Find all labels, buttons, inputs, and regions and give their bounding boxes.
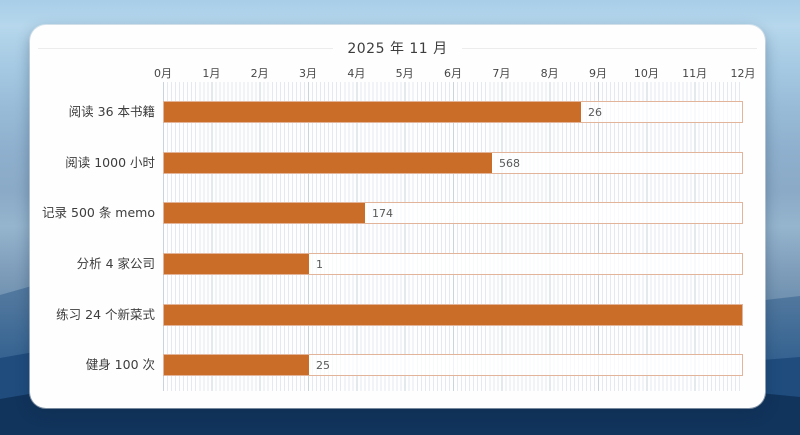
bar-track xyxy=(163,304,743,326)
category-label: 练习 24 个新菜式 xyxy=(56,307,155,322)
chart-panel: 2025 年 11 月 0月 1月 2月 3月 4月 5月 6月 7月 8月 9月 10月 11月 12… xyxy=(30,25,765,408)
bar-track: 174 xyxy=(163,202,743,224)
bar-value-label: 25 xyxy=(316,358,330,372)
title-divider-right xyxy=(461,47,758,49)
bar-track: 26 xyxy=(163,101,743,123)
category-label: 阅读 36 本书籍 xyxy=(68,104,155,119)
x-tick-label: 1月 xyxy=(202,67,221,80)
category-label: 健身 100 次 xyxy=(85,357,155,372)
bar-value-label: 1 xyxy=(316,257,323,271)
bar-fill xyxy=(164,203,365,223)
bar-track: 1 xyxy=(163,253,743,275)
bar-fill xyxy=(164,254,309,274)
chart-title: 2025 年 11 月 xyxy=(347,41,448,57)
title-divider-left xyxy=(38,47,334,49)
x-tick-label: 3月 xyxy=(299,67,317,80)
bar-value-label: 568 xyxy=(499,156,520,170)
x-tick-label: 9月 xyxy=(589,67,607,80)
x-tick-label: 2月 xyxy=(250,67,269,80)
x-tick-label: 10月 xyxy=(633,67,659,80)
bar-value-label: 174 xyxy=(372,206,393,220)
x-tick-label: 4月 xyxy=(347,67,366,80)
bar-fill xyxy=(164,355,309,375)
bar-fill xyxy=(164,305,742,325)
bar-fill xyxy=(164,102,581,122)
plot-grid xyxy=(163,82,743,391)
x-tick-label: 6月 xyxy=(444,67,462,80)
x-tick-label: 0月 xyxy=(154,67,172,80)
category-label: 记录 500 条 memo xyxy=(42,205,155,220)
category-label: 分析 4 家公司 xyxy=(76,256,155,271)
x-tick-label: 8月 xyxy=(540,67,559,80)
bar-fill xyxy=(164,153,492,173)
chart-title-row: 2025 年 11 月 xyxy=(38,38,758,58)
bar-track: 25 xyxy=(163,354,743,376)
x-tick-label: 7月 xyxy=(492,67,511,80)
bar-value-label: 26 xyxy=(588,105,602,119)
bar-track: 568 xyxy=(163,152,743,174)
category-label: 阅读 1000 小时 xyxy=(65,155,155,170)
x-tick-label: 12月 xyxy=(730,67,756,80)
x-tick-label: 11月 xyxy=(682,67,708,80)
x-tick-label: 5月 xyxy=(395,67,414,80)
